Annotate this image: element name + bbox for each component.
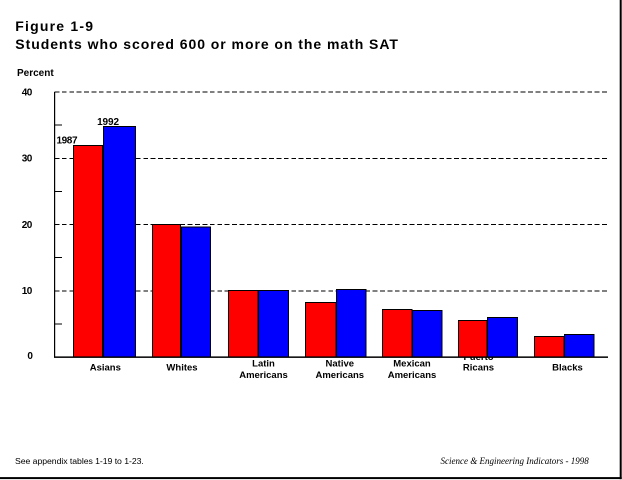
svg-text:Figure 1-9: Figure 1-9 bbox=[15, 18, 94, 34]
svg-text:Ricans: Ricans bbox=[463, 363, 494, 374]
svg-text:Students who scored 600 or mor: Students who scored 600 or more on the m… bbox=[15, 36, 399, 52]
svg-text:Blacks: Blacks bbox=[552, 363, 583, 374]
svg-text:30: 30 bbox=[22, 154, 33, 165]
svg-text:Mexican: Mexican bbox=[393, 359, 431, 370]
svg-text:Whites: Whites bbox=[166, 363, 197, 374]
svg-text:Science & Engineering Indicato: Science & Engineering Indicators - 1998 bbox=[441, 456, 590, 466]
svg-text:Latin: Latin bbox=[252, 359, 275, 370]
svg-text:0: 0 bbox=[27, 351, 33, 362]
svg-text:Americans: Americans bbox=[239, 370, 288, 381]
svg-text:Asians: Asians bbox=[90, 363, 121, 374]
svg-text:1992: 1992 bbox=[97, 117, 119, 128]
svg-text:Percent: Percent bbox=[17, 68, 54, 79]
svg-text:20: 20 bbox=[22, 220, 33, 231]
svg-text:Native: Native bbox=[326, 359, 355, 370]
svg-text:Americans: Americans bbox=[316, 370, 365, 381]
svg-text:1987: 1987 bbox=[56, 136, 77, 147]
svg-text:Americans: Americans bbox=[388, 370, 437, 381]
svg-text:40: 40 bbox=[22, 87, 33, 98]
svg-text:10: 10 bbox=[22, 286, 33, 297]
svg-text:See appendix tables 1-19 to 1-: See appendix tables 1-19 to 1-23. bbox=[15, 456, 144, 466]
